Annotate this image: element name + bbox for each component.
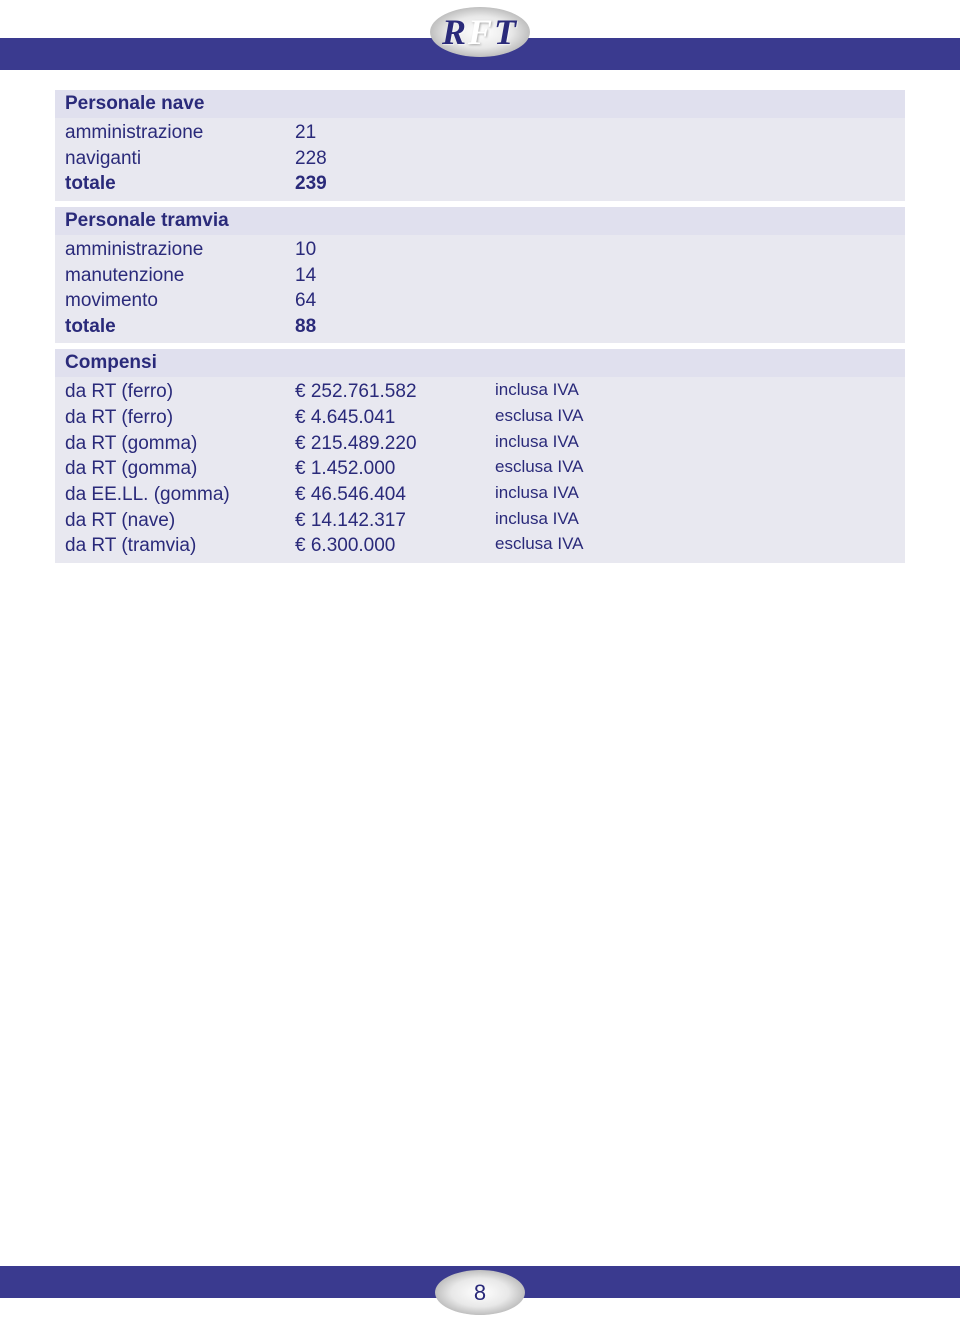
table-row-total: totale 239 bbox=[65, 171, 895, 197]
table-row: naviganti 228 bbox=[65, 146, 895, 172]
row-label: movimento bbox=[65, 288, 295, 314]
row-label: da RT (gomma) bbox=[65, 456, 295, 482]
section-title: Personale nave bbox=[55, 90, 905, 118]
logo-text: RFT bbox=[442, 11, 518, 53]
row-label: da RT (tramvia) bbox=[65, 533, 295, 559]
row-value: 228 bbox=[295, 146, 495, 172]
section-body: amministrazione 21 naviganti 228 totale … bbox=[55, 118, 905, 201]
table-row-total: totale 88 bbox=[65, 314, 895, 340]
table-row: manutenzione 14 bbox=[65, 263, 895, 289]
row-value: € 1.452.000 bbox=[295, 456, 495, 482]
row-note: inclusa IVA bbox=[495, 508, 895, 534]
row-value: € 215.489.220 bbox=[295, 431, 495, 457]
table-row: da EE.LL. (gomma) € 46.546.404 inclusa I… bbox=[65, 482, 895, 508]
row-note: inclusa IVA bbox=[495, 379, 895, 405]
row-label: da RT (nave) bbox=[65, 508, 295, 534]
row-label: da RT (ferro) bbox=[65, 405, 295, 431]
row-label: naviganti bbox=[65, 146, 295, 172]
logo: RFT bbox=[430, 7, 530, 57]
row-label: manutenzione bbox=[65, 263, 295, 289]
table-row: da RT (ferro) € 4.645.041 esclusa IVA bbox=[65, 405, 895, 431]
section-personale-tramvia: Personale tramvia amministrazione 10 man… bbox=[55, 207, 905, 344]
section-body: da RT (ferro) € 252.761.582 inclusa IVA … bbox=[55, 377, 905, 562]
logo-t: T bbox=[494, 12, 518, 52]
row-label: totale bbox=[65, 314, 295, 340]
row-label: da RT (ferro) bbox=[65, 379, 295, 405]
row-value: 64 bbox=[295, 288, 495, 314]
row-value: 239 bbox=[295, 171, 495, 197]
row-note: inclusa IVA bbox=[495, 482, 895, 508]
row-value: € 14.142.317 bbox=[295, 508, 495, 534]
section-title: Personale tramvia bbox=[55, 207, 905, 235]
section-title: Compensi bbox=[55, 349, 905, 377]
page-number-badge: 8 bbox=[435, 1270, 525, 1315]
row-value: € 252.761.582 bbox=[295, 379, 495, 405]
row-note: esclusa IVA bbox=[495, 405, 895, 431]
row-label: amministrazione bbox=[65, 120, 295, 146]
logo-r: R bbox=[442, 12, 468, 52]
table-row: movimento 64 bbox=[65, 288, 895, 314]
row-value: 10 bbox=[295, 237, 495, 263]
row-value: 14 bbox=[295, 263, 495, 289]
row-note: esclusa IVA bbox=[495, 456, 895, 482]
section-compensi: Compensi da RT (ferro) € 252.761.582 inc… bbox=[55, 349, 905, 562]
table-row: da RT (gomma) € 1.452.000 esclusa IVA bbox=[65, 456, 895, 482]
row-label: totale bbox=[65, 171, 295, 197]
content: Personale nave amministrazione 21 naviga… bbox=[55, 90, 905, 569]
row-label: amministrazione bbox=[65, 237, 295, 263]
row-value: € 46.546.404 bbox=[295, 482, 495, 508]
row-value: 21 bbox=[295, 120, 495, 146]
table-row: da RT (gomma) € 215.489.220 inclusa IVA bbox=[65, 431, 895, 457]
table-row: amministrazione 21 bbox=[65, 120, 895, 146]
table-row: da RT (ferro) € 252.761.582 inclusa IVA bbox=[65, 379, 895, 405]
row-label: da RT (gomma) bbox=[65, 431, 295, 457]
section-personale-nave: Personale nave amministrazione 21 naviga… bbox=[55, 90, 905, 201]
section-body: amministrazione 10 manutenzione 14 movim… bbox=[55, 235, 905, 344]
page-number: 8 bbox=[474, 1280, 486, 1306]
row-value: 88 bbox=[295, 314, 495, 340]
row-value: € 6.300.000 bbox=[295, 533, 495, 559]
table-row: da RT (tramvia) € 6.300.000 esclusa IVA bbox=[65, 533, 895, 559]
row-value: € 4.645.041 bbox=[295, 405, 495, 431]
row-note: inclusa IVA bbox=[495, 431, 895, 457]
row-note: esclusa IVA bbox=[495, 533, 895, 559]
table-row: amministrazione 10 bbox=[65, 237, 895, 263]
logo-f: F bbox=[468, 12, 494, 52]
row-label: da EE.LL. (gomma) bbox=[65, 482, 295, 508]
table-row: da RT (nave) € 14.142.317 inclusa IVA bbox=[65, 508, 895, 534]
